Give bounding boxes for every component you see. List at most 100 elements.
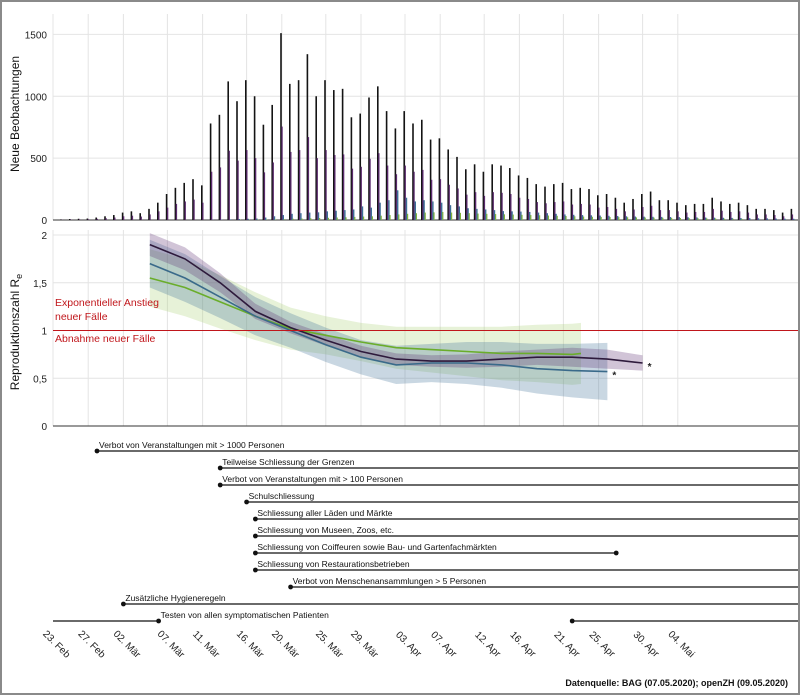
bar-dark: [781, 212, 784, 220]
bar-blue: [467, 208, 469, 220]
bar-purple: [307, 137, 310, 220]
bar-blue: [731, 217, 733, 220]
measure-marker: [253, 516, 258, 522]
bar-blue: [441, 202, 443, 220]
bar-purple: [668, 210, 670, 220]
bar-blue: [608, 215, 610, 220]
bar-y-tick-label: 500: [30, 154, 47, 165]
bar-dark: [113, 215, 115, 220]
bar-purple: [325, 150, 327, 220]
measure-label: Zusätzliche Hygieneregeln: [125, 593, 225, 603]
bar-dark: [165, 194, 168, 220]
bar-dark: [403, 111, 405, 220]
bar-purple: [686, 212, 688, 220]
bar-dark: [245, 80, 247, 220]
bar-blue: [529, 211, 531, 220]
bar-green: [530, 215, 532, 220]
bar-purple: [457, 188, 459, 220]
bar-purple: [167, 207, 169, 220]
re-y-tick-label: 0,5: [33, 374, 47, 385]
bar-blue: [291, 213, 293, 220]
bar-green: [697, 218, 699, 220]
bar-purple: [677, 211, 679, 220]
bar-purple: [378, 153, 380, 220]
bar-purple: [149, 214, 151, 220]
bar-blue: [326, 211, 328, 220]
bar-purple: [563, 201, 565, 220]
bar-green: [468, 213, 470, 220]
bar-purple: [281, 126, 283, 220]
bar-purple: [615, 208, 618, 220]
bar-dark: [764, 208, 766, 220]
bar-blue: [247, 218, 249, 220]
bar-green: [398, 214, 400, 220]
bar-dark: [755, 208, 757, 220]
x-tick-label: 25. Apr: [587, 630, 618, 661]
bar-green: [688, 218, 690, 220]
bar-blue: [669, 217, 672, 220]
bar-green: [301, 218, 303, 220]
bar-dark: [157, 202, 159, 220]
bar-green: [354, 216, 356, 220]
bar-purple: [202, 202, 204, 220]
measure-marker: [217, 482, 223, 488]
bar-green: [389, 215, 391, 220]
re-endmark-blue: *: [612, 371, 616, 382]
bar-blue: [265, 217, 267, 220]
bar-purple: [607, 207, 609, 220]
bar-purple: [545, 203, 547, 220]
bar-purple: [272, 162, 274, 220]
measure-label: Testen von allen symptomatischen Patient…: [161, 610, 329, 620]
bar-purple: [79, 219, 81, 220]
bar-series: [60, 33, 795, 221]
bar-purple: [334, 155, 336, 220]
bar-dark: [139, 213, 141, 220]
bar-purple: [756, 214, 758, 220]
measure-marker: [569, 618, 575, 624]
measure-label: Schliessung von Restaurationsbetrieben: [257, 559, 409, 569]
x-tick-label: 04. Mai: [665, 629, 696, 660]
bar-purple: [580, 203, 582, 220]
measure-label: Schliessung von Coiffeuren sowie Bau- un…: [257, 542, 497, 552]
x-tick-label: 25. Mär: [313, 629, 345, 661]
measures-timeline: Verbot von Veranstaltungen mit > 1000 Pe…: [53, 440, 798, 624]
bar-dark: [429, 139, 432, 220]
bar-dark: [473, 164, 476, 220]
bar-purple: [87, 219, 90, 220]
x-tick-label: 21. Apr: [551, 630, 582, 661]
measure-marker: [156, 618, 162, 624]
annotation-decrease: Abnahme neuer Fälle: [55, 333, 156, 345]
bar-green: [292, 218, 294, 220]
bar-dark: [685, 205, 687, 220]
bar-blue: [749, 218, 751, 220]
bar-green: [635, 217, 637, 220]
bar-purple: [96, 218, 98, 220]
measure-label: Schulschliessung: [249, 491, 315, 501]
bar-green: [495, 214, 497, 220]
bar-y-axis-label: Neue Beobachtungen: [8, 56, 22, 172]
bar-green: [565, 216, 567, 220]
bar-purple: [228, 150, 230, 220]
bar-green: [345, 217, 347, 220]
bar-purple: [519, 197, 521, 220]
bar-green: [371, 216, 373, 220]
bar-green: [556, 215, 558, 220]
bar-blue: [590, 215, 592, 220]
bar-dark: [174, 187, 177, 220]
bar-dark: [297, 80, 300, 220]
bar-dark: [289, 83, 291, 220]
bar-purple: [413, 171, 415, 220]
bar-blue: [432, 201, 434, 220]
bar-green: [442, 211, 444, 220]
bar-purple: [448, 184, 450, 220]
bar-purple: [343, 154, 345, 220]
bar-dark: [438, 138, 441, 220]
bar-purple: [404, 165, 406, 220]
bar-purple: [730, 211, 732, 220]
bar-purple: [316, 158, 318, 220]
bar-dark: [482, 171, 485, 220]
bar-dark: [121, 212, 124, 220]
bar-blue: [273, 216, 276, 220]
bar-dark: [729, 203, 731, 220]
measure-marker: [217, 465, 223, 471]
